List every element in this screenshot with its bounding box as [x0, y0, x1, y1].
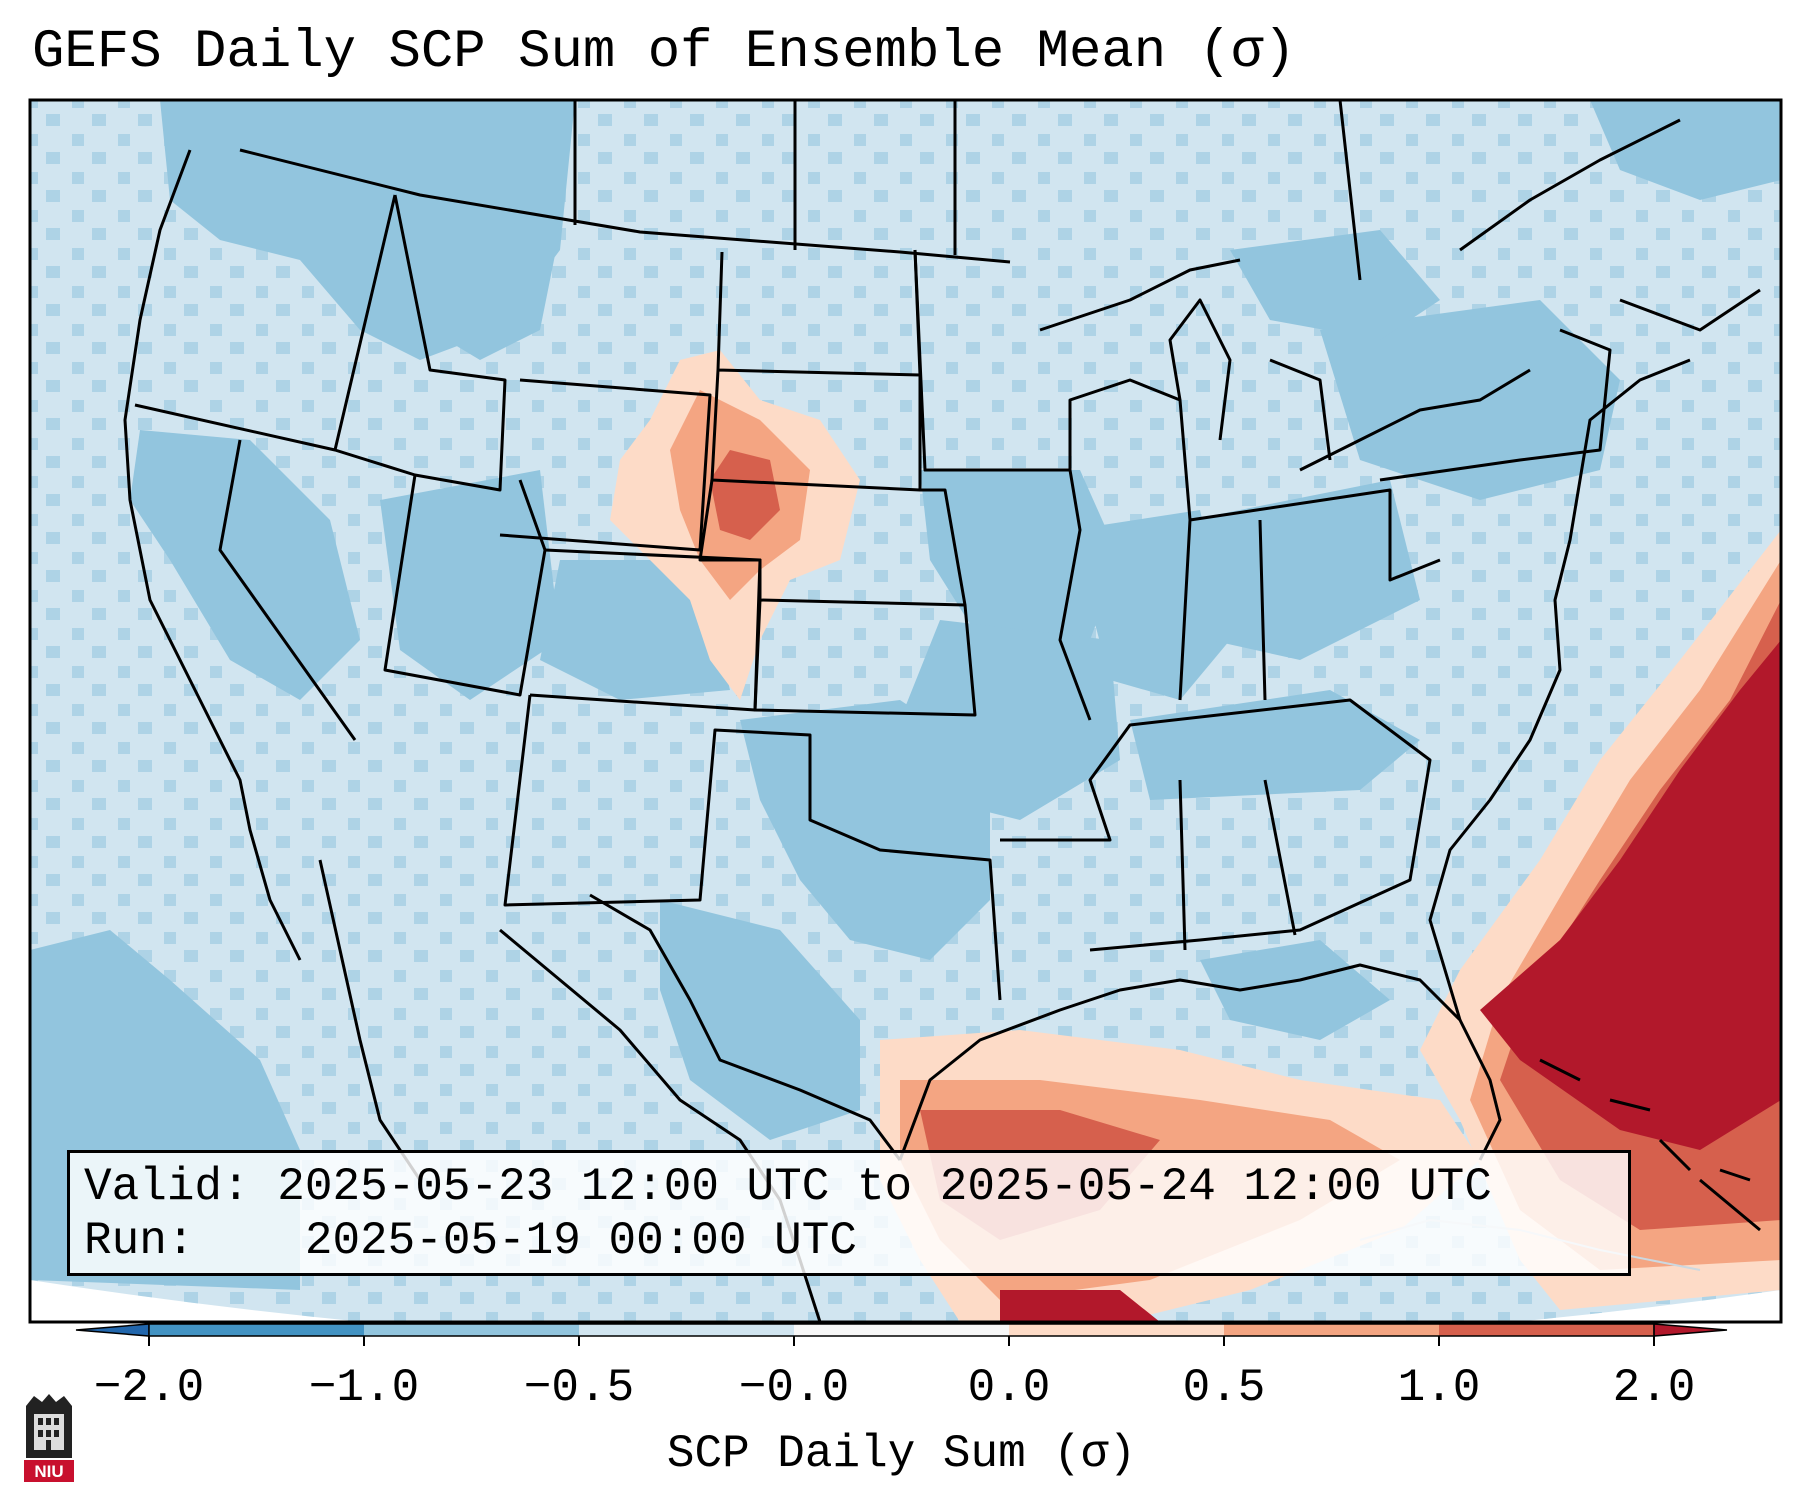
colorbar-seg-5: [1009, 1324, 1224, 1336]
colorbar-tick-label: −0.5: [523, 1362, 635, 1414]
southeast-states: [1000, 698, 1432, 952]
gulf-plume-max: [1000, 1290, 1160, 1322]
colorbar-tick-label: 0.5: [1182, 1362, 1266, 1414]
region-south-texas: [660, 900, 860, 1140]
niu-logo-graphic: [24, 1394, 74, 1482]
northeast-lines: [1379, 118, 1761, 482]
colorbar-outline: [148, 1323, 1655, 1337]
colorbar-extend-low: [75, 1323, 150, 1337]
valid-value: 2025-05-23 12:00 UTC to 2025-05-24 12:00…: [277, 1161, 1492, 1213]
logo-text: NIU: [34, 1462, 64, 1481]
us-canada-border: [239, 148, 1011, 264]
gulf-coast: [898, 963, 1502, 1161]
atlantic-plume: [1420, 530, 1781, 1310]
colorbar-seg-3: [579, 1324, 794, 1336]
colorbar-seg-4: [794, 1324, 1009, 1336]
valid-run-info-box: Valid: 2025-05-23 12:00 UTC to 2025-05-2…: [67, 1150, 1631, 1276]
run-line: Run: 2025-05-19 00:00 UTC: [84, 1215, 857, 1267]
region-ohio-valley: [1190, 480, 1420, 660]
colorbar-tick-label: −2.0: [93, 1362, 205, 1414]
colorbar-seg-1: [149, 1324, 364, 1336]
colorbar-tick-label: 1.0: [1397, 1362, 1481, 1414]
colorbar-tick-label: 0.0: [967, 1362, 1051, 1414]
plains-maximum: [610, 350, 860, 700]
region-great-lakes: [1230, 230, 1440, 340]
region-northeast: [1320, 300, 1620, 500]
colorbar-seg-7: [1439, 1324, 1654, 1336]
region-colorado: [540, 560, 730, 700]
colorbar-ticks: [148, 1336, 1655, 1346]
plains-max-high: [710, 450, 780, 540]
new-mexico-texas: [503, 694, 1002, 1161]
chart-title: GEFS Daily SCP Sum of Ensemble Mean (σ): [32, 22, 1296, 83]
region-utah: [380, 470, 560, 700]
canada-interior-line: [573, 100, 1362, 281]
region-montana: [420, 210, 560, 360]
map-border: [28, 98, 1783, 1324]
midwest-lines: [913, 249, 1441, 721]
region-mo-ok: [900, 620, 1120, 820]
colorbar-tick-label: −0.0: [738, 1362, 850, 1414]
valid-label: Valid:: [84, 1161, 250, 1213]
atlantic-plume-max: [1480, 640, 1781, 1150]
east-coast: [1428, 358, 1691, 1021]
colorbar-tick-label: 2.0: [1612, 1362, 1696, 1414]
niu-logo-icon: NIU: [20, 1392, 78, 1484]
colorbar: [75, 1323, 1728, 1346]
colorbar-tick-label: −1.0: [308, 1362, 420, 1414]
run-label: Run:: [84, 1215, 195, 1267]
colorbar-label: SCP Daily Sum (σ): [666, 1428, 1137, 1480]
caribbean-islands: [1539, 1058, 1761, 1232]
pacific-northwest-states: [134, 194, 507, 492]
region-gulf-edge: [1200, 940, 1390, 1040]
blue-regions: [30, 100, 1781, 1290]
great-lakes-shores: [1039, 258, 1531, 472]
plains-states: [698, 479, 977, 717]
colorbar-extend-high: [1653, 1323, 1728, 1337]
region-atlantic-nw: [1590, 100, 1781, 200]
region-midwest: [920, 470, 1120, 640]
colorbar-seg-6: [1224, 1324, 1439, 1336]
region-great-basin: [130, 430, 360, 700]
boundaries: [123, 100, 1761, 1322]
valid-line: Valid: 2025-05-23 12:00 UTC to 2025-05-2…: [84, 1161, 1492, 1213]
great-basin-lines: [218, 439, 547, 741]
west-coast: [123, 149, 302, 961]
colorbar-seg-2: [364, 1324, 579, 1336]
run-value: 2025-05-19 00:00 UTC: [304, 1215, 857, 1267]
